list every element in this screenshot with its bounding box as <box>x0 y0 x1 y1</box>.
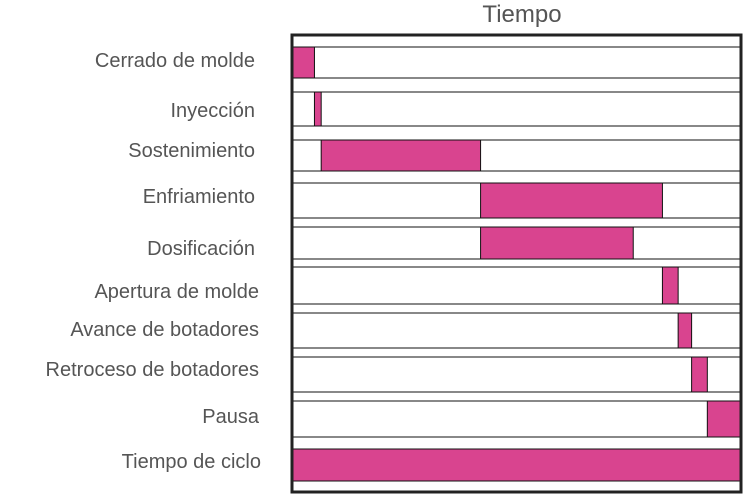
row-track-inyeccion <box>291 91 742 127</box>
bar-enfriamiento <box>480 182 663 219</box>
bar-apertura-de-molde <box>661 266 679 305</box>
row-track-avance-de-botadores <box>291 312 742 349</box>
bar-inyeccion <box>313 91 322 127</box>
bar-pausa <box>706 400 742 438</box>
plot-frame <box>290 33 743 494</box>
task-label-apertura-de-molde: Apertura de molde <box>94 281 259 303</box>
task-label-cerrado-de-molde: Cerrado de molde <box>95 50 255 72</box>
chart-title: Tiempo <box>482 1 561 28</box>
bar-retroceso-de-botadores <box>691 356 708 393</box>
bar-dosificacion <box>480 226 634 260</box>
task-label-enfriamiento: Enfriamiento <box>143 186 255 208</box>
row-track-cerrado-de-molde <box>291 46 742 79</box>
task-rows <box>291 46 742 482</box>
bar-sostenimiento <box>320 139 482 172</box>
row-track-retroceso-de-botadores <box>291 356 742 393</box>
bar-tiempo-de-ciclo <box>291 448 742 482</box>
task-label-retroceso-de-botadores: Retroceso de botadores <box>46 359 259 381</box>
task-label-sostenimiento: Sostenimiento <box>128 140 255 162</box>
task-label-inyeccion: Inyección <box>171 100 256 122</box>
task-label-avance-de-botadores: Avance de botadores <box>70 319 259 341</box>
bar-cerrado-de-molde <box>291 46 315 79</box>
row-track-pausa <box>291 400 742 438</box>
bar-avance-de-botadores <box>677 312 693 349</box>
task-label-tiempo-de-ciclo: Tiempo de ciclo <box>122 451 261 473</box>
task-label-pausa: Pausa <box>202 406 260 428</box>
task-label-dosificacion: Dosificación <box>147 238 255 260</box>
